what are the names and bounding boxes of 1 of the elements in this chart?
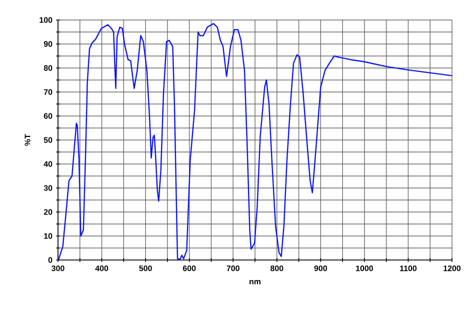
line-series	[58, 23, 452, 260]
